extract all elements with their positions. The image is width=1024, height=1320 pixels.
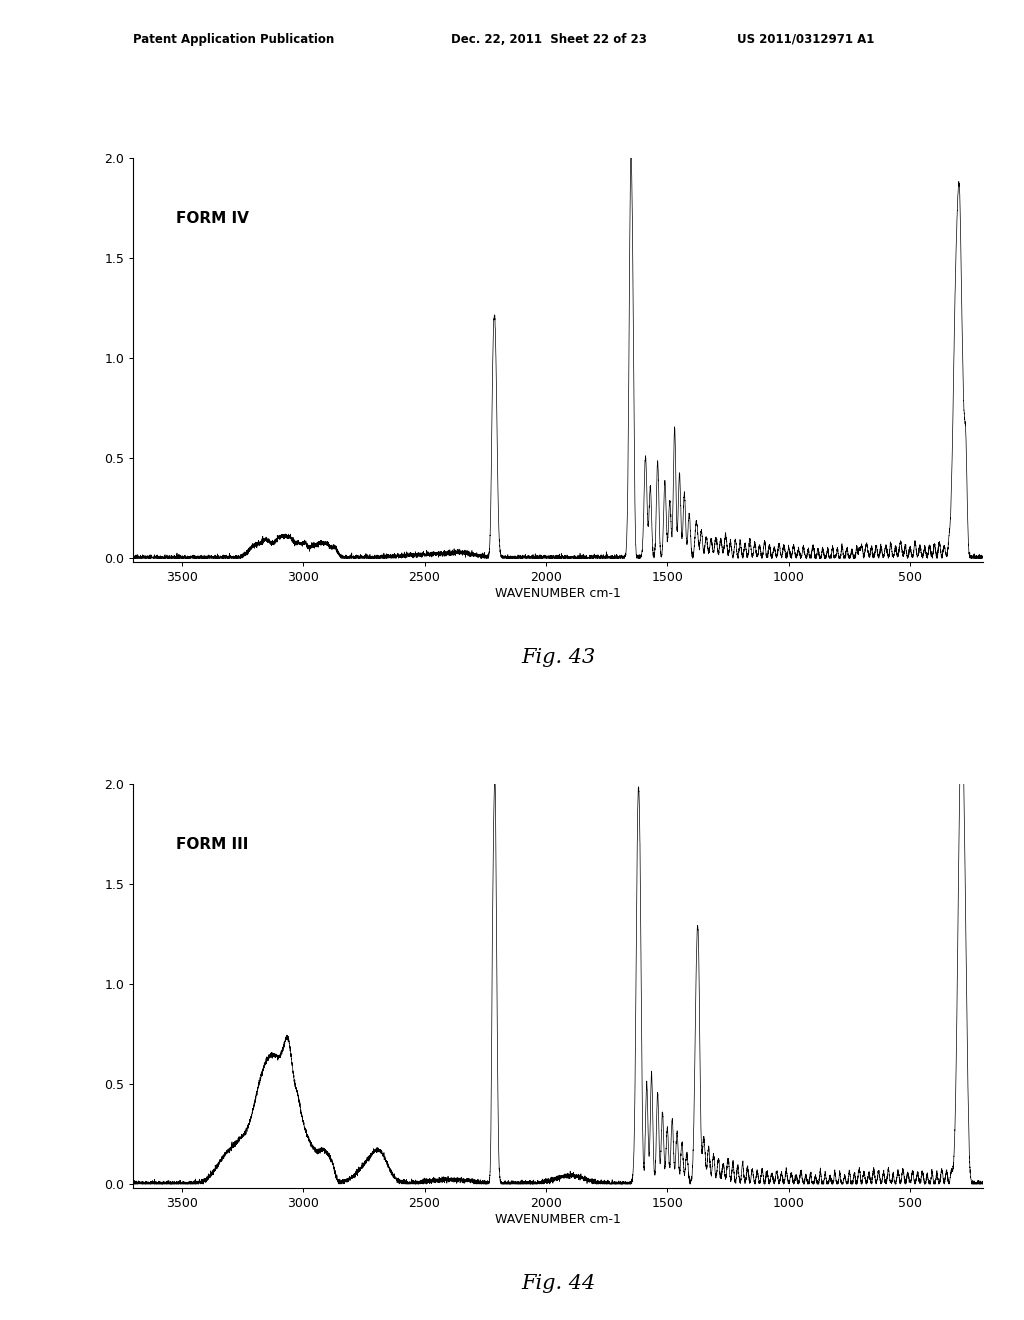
Text: FORM III: FORM III (176, 837, 248, 851)
Text: Fig. 44: Fig. 44 (521, 1274, 595, 1292)
Text: Dec. 22, 2011  Sheet 22 of 23: Dec. 22, 2011 Sheet 22 of 23 (451, 33, 646, 46)
X-axis label: WAVENUMBER cm-1: WAVENUMBER cm-1 (496, 1213, 621, 1226)
Text: Fig. 43: Fig. 43 (521, 648, 595, 667)
Text: US 2011/0312971 A1: US 2011/0312971 A1 (737, 33, 874, 46)
X-axis label: WAVENUMBER cm-1: WAVENUMBER cm-1 (496, 587, 621, 601)
Text: Patent Application Publication: Patent Application Publication (133, 33, 335, 46)
Text: FORM IV: FORM IV (176, 211, 249, 226)
